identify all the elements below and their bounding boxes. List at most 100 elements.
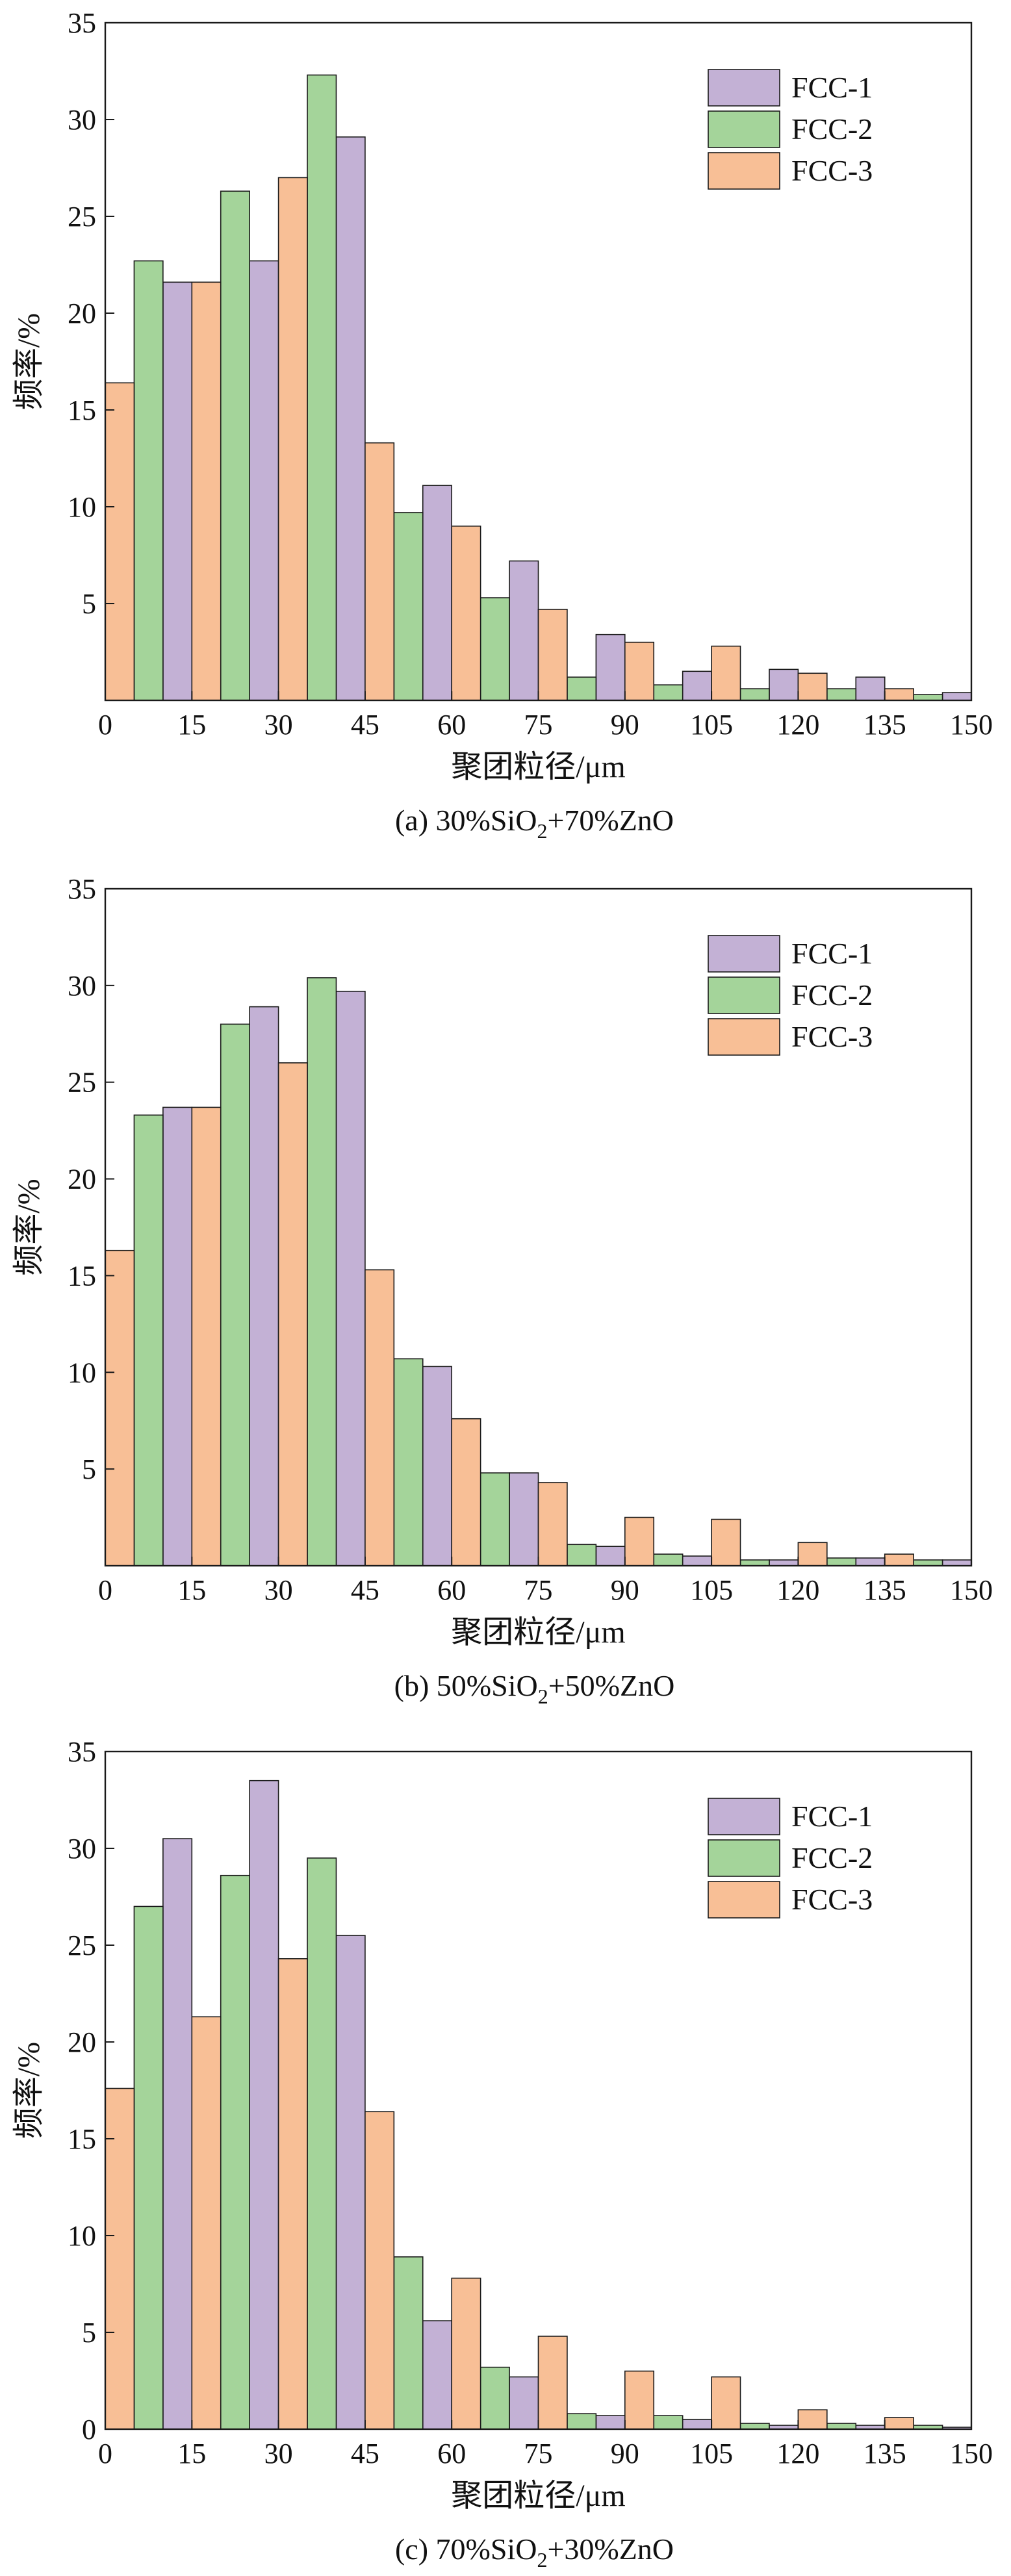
bar-fcc-1-bin-3 [422,2320,453,2430]
bar-fcc-2-bin-4 [480,597,510,701]
x-tick-label: 90 [611,1574,639,1606]
bar-fcc-2-bin-4 [480,1472,510,1566]
bar-fcc-3-bin-5 [537,2336,568,2430]
legend-label-fcc-3: FCC-3 [791,1020,873,1053]
bar-fcc-2-bin-1 [220,1023,250,1566]
bar-fcc-1-bin-5 [595,633,626,701]
bar-fcc-1-bin-0 [162,281,193,701]
y-tick-label: 15 [68,394,96,426]
bar-fcc-3-bin-8 [797,2409,828,2430]
x-tick-label: 15 [177,1574,206,1606]
legend-swatch-fcc-3 [708,1881,780,1919]
panel-caption-b: (b) 50%SiO2+50%ZnO [394,1669,675,1708]
x-tick-label: 45 [351,1574,379,1606]
bar-fcc-1-bin-8 [855,676,886,701]
x-tick-label: 0 [98,2438,112,2469]
bar-fcc-3-bin-2 [277,1062,308,1566]
x-tick-label: 120 [776,1574,819,1606]
bar-fcc-2-bin-1 [220,190,250,701]
bar-fcc-3-bin-9 [884,688,914,701]
y-tick-label: 15 [68,2123,96,2155]
legend-swatch-fcc-1 [708,69,780,107]
x-tick-label: 15 [177,709,206,741]
bar-fcc-1-bin-6 [682,670,712,701]
bar-fcc-3-bin-2 [277,177,308,701]
bar-fcc-1-bin-9 [941,1559,972,1566]
bar-fcc-3-bin-7 [711,645,741,701]
x-tick-label: 105 [690,709,733,741]
x-tick-label: 90 [611,2438,639,2469]
x-tick-label: 120 [776,2438,819,2469]
bar-fcc-2-bin-3 [393,2256,424,2430]
bar-fcc-3-bin-6 [624,1516,655,1566]
bar-fcc-2-bin-7 [739,688,770,701]
legend-label-fcc-1: FCC-1 [791,1800,873,1833]
legend: FCC-1 FCC-2 FCC-3 [708,69,873,190]
bar-fcc-1-bin-4 [509,1472,539,1566]
bar-fcc-1-bin-2 [335,990,366,1566]
bar-fcc-3-bin-5 [537,609,568,701]
y-tick-label: 20 [68,2026,96,2058]
bar-fcc-3-bin-9 [884,1553,914,1566]
legend-label-fcc-3: FCC-3 [791,1883,873,1916]
caption-suffix: +30%ZnO [547,2532,674,2566]
x-tick-label: 150 [950,1574,993,1606]
bar-fcc-1-bin-3 [422,485,453,701]
bar-fcc-2-bin-9 [913,1559,943,1566]
y-tick-label: 25 [68,1067,96,1099]
bar-fcc-3-bin-0 [105,1249,135,1566]
bar-fcc-2-bin-6 [653,1553,684,1566]
y-tick-label: 35 [68,873,96,905]
x-tick-label: 90 [611,709,639,741]
bar-fcc-2-bin-6 [653,684,684,701]
bar-fcc-2-bin-0 [133,260,164,701]
caption-prefix: (b) 50%SiO [394,1669,538,1702]
bar-fcc-2-bin-3 [393,512,424,701]
bar-fcc-3-bin-2 [277,1958,308,2430]
bar-fcc-3-bin-6 [624,641,655,701]
bar-fcc-2-bin-2 [307,74,337,701]
y-tick-label: 5 [82,588,96,620]
bar-fcc-1-bin-4 [509,2376,539,2430]
bar-fcc-2-bin-9 [913,694,943,701]
x-tick-label: 45 [351,709,379,741]
legend-label-fcc-2: FCC-2 [791,112,873,146]
x-tick-label: 30 [264,1574,293,1606]
bar-fcc-3-bin-3 [365,1269,395,1566]
bar-fcc-1-bin-9 [941,692,972,701]
bar-fcc-1-bin-5 [595,2415,626,2430]
legend-swatch-fcc-1 [708,935,780,973]
bar-fcc-3-bin-6 [624,2370,655,2430]
bar-fcc-3-bin-8 [797,1542,828,1566]
bar-fcc-1-bin-2 [335,1935,366,2430]
bar-fcc-3-bin-0 [105,2087,135,2430]
y-tick-label: 10 [68,2220,96,2252]
bar-fcc-2-bin-7 [739,1559,770,1566]
bar-fcc-1-bin-6 [682,1555,712,1566]
bar-fcc-1-bin-2 [335,136,366,701]
y-tick-label: 35 [68,1736,96,1768]
bar-fcc-2-bin-6 [653,2415,684,2430]
y-tick-label: 30 [68,1833,96,1865]
x-tick-label: 105 [690,2438,733,2469]
bar-fcc-1-bin-7 [769,669,799,701]
x-tick-label: 75 [524,1574,553,1606]
y-tick-label: 5 [82,1453,96,1485]
x-tick-label: 150 [950,2438,993,2469]
x-tick-label: 105 [690,1574,733,1606]
bar-fcc-1-bin-4 [509,560,539,701]
bar-fcc-3-bin-0 [105,382,135,701]
caption-subscript: 2 [538,1685,548,1708]
caption-suffix: +50%ZnO [548,1669,675,1702]
bar-fcc-3-bin-1 [191,281,222,701]
bar-fcc-2-bin-4 [480,2366,510,2430]
y-tick-label: 20 [68,1164,96,1195]
x-tick-label: 0 [98,1574,112,1606]
bar-fcc-3-bin-7 [711,1518,741,1566]
bar-fcc-3-bin-3 [365,2111,395,2430]
y-tick-label: 0 [82,2414,96,2445]
x-tick-label: 60 [437,709,466,741]
caption-prefix: (a) 30%SiO [395,804,537,837]
x-tick-label: 135 [864,2438,906,2469]
